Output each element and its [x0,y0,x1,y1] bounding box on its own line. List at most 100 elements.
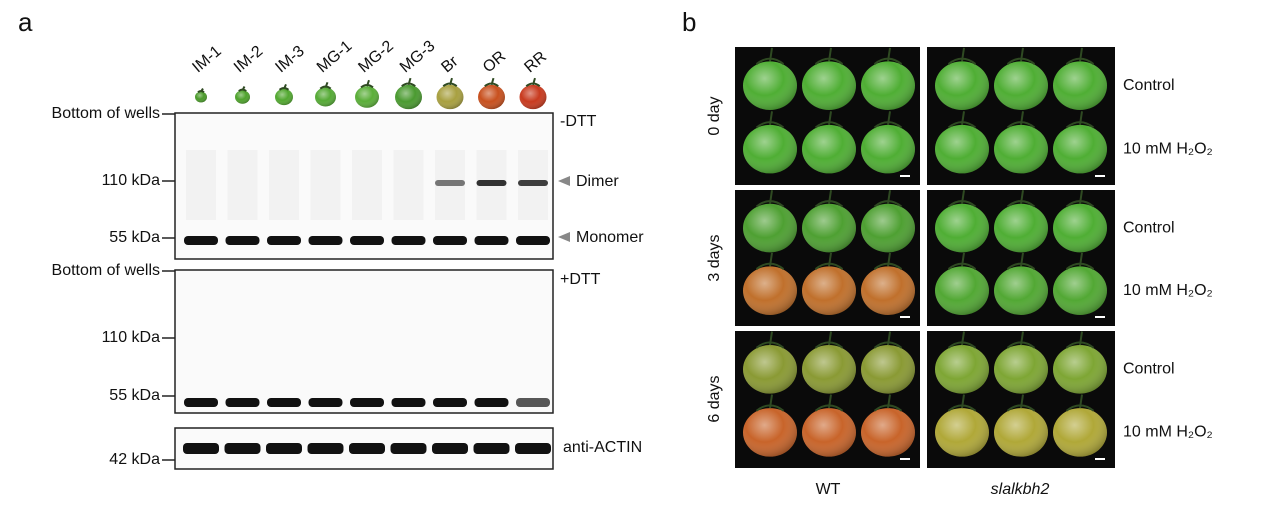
timepoint-label: 0 day [706,96,723,135]
fruit-photo-shade [802,266,856,315]
fruit-photo-shade [861,124,915,174]
band-actin [515,443,551,454]
lane-label: MG-1 [314,37,356,76]
fruit-photo-calyx [814,111,844,129]
arrowhead [558,232,570,242]
marker-label: Bottom of wells [52,105,160,122]
fruit-photo-shade [994,266,1048,315]
band-smear [186,150,216,220]
fruit-photo-calyx [1065,47,1095,65]
fruit-photo-calyx [814,331,844,349]
fruit-photo-shade [935,345,989,394]
lane-fruit-calyx [197,88,205,94]
band-monomer [308,236,343,245]
band-monomer [516,236,550,245]
lane-fruit-calyx [442,77,458,88]
band-plus [308,398,343,407]
panel-label: b [682,7,696,37]
scale-bar [1095,175,1105,177]
fruit-photo-shade [935,266,989,315]
fruit-photo-shade [935,61,989,110]
band-smear [518,150,548,220]
band-smear [228,150,258,220]
fruit-photo-calyx [755,252,785,270]
lane-label: Br [438,53,462,77]
lane-label: IM-1 [189,43,225,77]
fruit-photo-calyx [1065,331,1095,349]
timepoint-label: 6 days [706,375,723,422]
fruit-photo-calyx [1006,111,1036,129]
lane-label: MG-3 [397,37,439,76]
band-plus [433,398,467,407]
arrowhead [558,176,570,186]
band-smear [311,150,341,220]
fruit-photo-shade [802,345,856,394]
band-label: Dimer [576,173,619,190]
fruit-photo-calyx [1065,252,1095,270]
lane-fruit-shade [275,88,293,106]
fruit-photo-calyx [873,190,903,208]
marker-label: 110 kDa [102,329,161,346]
treatment-label: Control [1123,77,1175,94]
scale-bar [1095,316,1105,318]
fruit-photo-shade [935,203,989,253]
treatment-label: 10 mM H₂O₂ [1123,424,1213,441]
fruit-photo-shade [994,203,1048,253]
condition-label: -DTT [560,113,597,130]
fruit-photo-shade [1053,203,1107,253]
fruit-photo-calyx [947,252,977,270]
fruit-photo-shade [935,408,989,457]
band-smear [269,150,299,220]
band-plus [184,398,218,407]
fruit-photo-shade [861,61,915,110]
fruit-photo-shade [994,124,1048,174]
lane-fruit-calyx [238,86,247,92]
marker-ticks [162,113,175,461]
fruit-photo-shade [994,345,1048,394]
scale-bar [900,175,910,177]
fruit-photo-shade [1053,408,1107,457]
treatment-label: Control [1123,361,1175,378]
fruit-photo-calyx [755,331,785,349]
genotype-label: slalkbh2 [991,481,1050,498]
lane-fruit-calyx [525,77,541,88]
lane-fruit-shade [235,90,250,104]
treatment-label: Control [1123,219,1175,236]
band-actin [473,443,510,454]
band-actin [266,443,302,454]
lane-fruit-calyx [319,81,332,90]
fruit-photo-shade [1053,61,1107,110]
band-monomer [350,236,384,245]
marker-label: 42 kDa [109,451,160,468]
lane-fruit-shade [355,86,379,108]
treatment-label: 10 mM H₂O₂ [1123,282,1213,299]
lane-fruit-shade [519,84,547,110]
fruit-photo-calyx [1065,190,1095,208]
band-plus [474,398,509,407]
fruit-photo-calyx [1006,252,1036,270]
condition-label: +DTT [560,271,601,288]
band-smear [394,150,424,220]
fruit-photo-shade [743,61,797,110]
band-plus [391,398,426,407]
fruit-photo-calyx [873,252,903,270]
fruit-photo-shade [802,203,856,253]
fruit-photo-calyx [1065,111,1095,129]
fruit-photo-calyx [755,394,785,412]
band-monomer [225,236,260,245]
fruit-photo-shade [861,408,915,457]
fruit-photo-shade [743,345,797,394]
fruit-photo-calyx [947,394,977,412]
lane-label: IM-3 [272,43,308,77]
fruit-photo-calyx [755,47,785,65]
fruit-photo-calyx [947,47,977,65]
fruit-photo-calyx [947,111,977,129]
band-monomer [474,236,509,245]
band-actin [224,443,261,454]
genotype-label: WT [816,481,841,498]
fruit-photo-shade [994,408,1048,457]
fruit-photo-calyx [755,190,785,208]
lane-label: OR [480,48,509,76]
band-dimer [476,180,507,186]
